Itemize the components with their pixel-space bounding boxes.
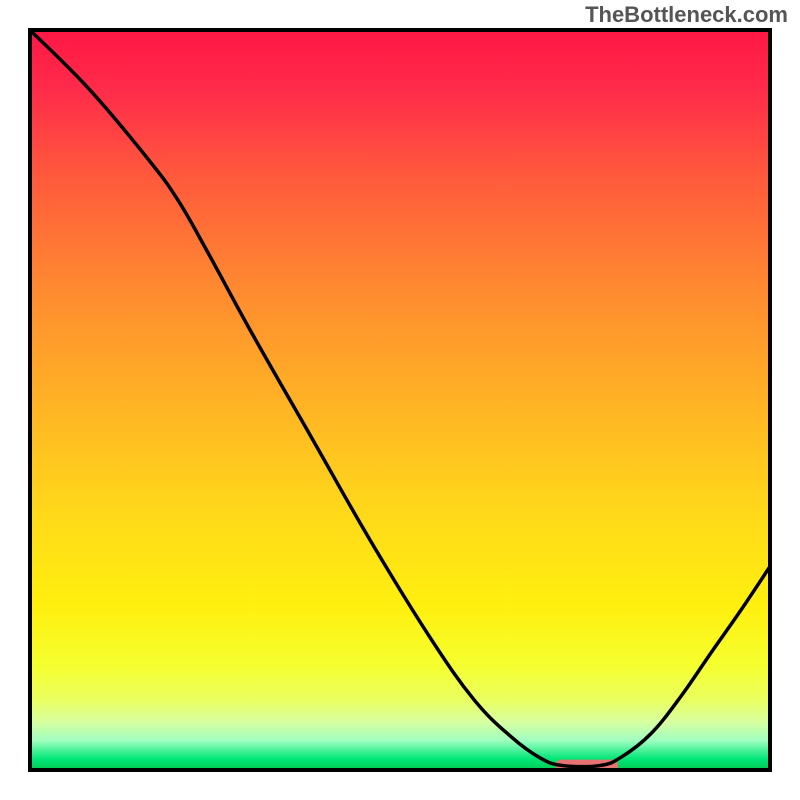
bottleneck-chart <box>0 0 800 800</box>
plot-area <box>30 30 770 771</box>
watermark-text: TheBottleneck.com <box>585 2 788 28</box>
gradient-background <box>30 30 770 770</box>
chart-container: TheBottleneck.com <box>0 0 800 800</box>
